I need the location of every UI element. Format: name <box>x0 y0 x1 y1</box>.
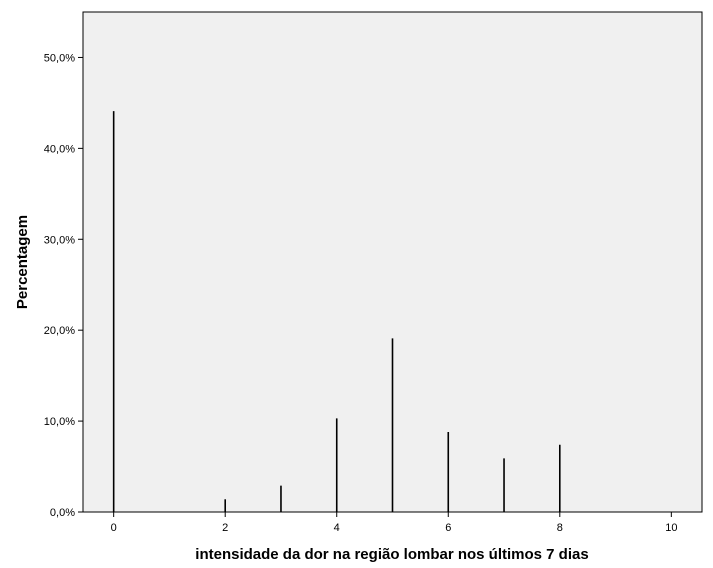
y-tick-label: 40,0% <box>44 143 75 155</box>
y-axis-title: Percentagem <box>14 215 31 309</box>
y-tick-label: 10,0% <box>44 416 75 428</box>
y-tick-label: 0,0% <box>50 507 75 519</box>
x-tick-label: 0 <box>111 522 117 534</box>
x-tick-label: 10 <box>665 522 677 534</box>
y-tick-label: 30,0% <box>44 234 75 246</box>
bars <box>112 111 561 512</box>
x-tick-label: 6 <box>445 522 451 534</box>
x-tick-label: 4 <box>334 522 340 534</box>
x-axis-title: intensidade da dor na região lombar nos … <box>195 546 588 563</box>
x-tick-label: 8 <box>557 522 563 534</box>
y-axis: 0,0% 10,0% 20,0% 30,0% 40,0% 50,0% <box>44 52 83 519</box>
x-axis: 0 2 4 6 8 10 <box>111 512 677 534</box>
x-tick-label: 2 <box>222 522 228 534</box>
y-tick-label: 50,0% <box>44 52 75 64</box>
y-tick-label: 20,0% <box>44 325 75 337</box>
